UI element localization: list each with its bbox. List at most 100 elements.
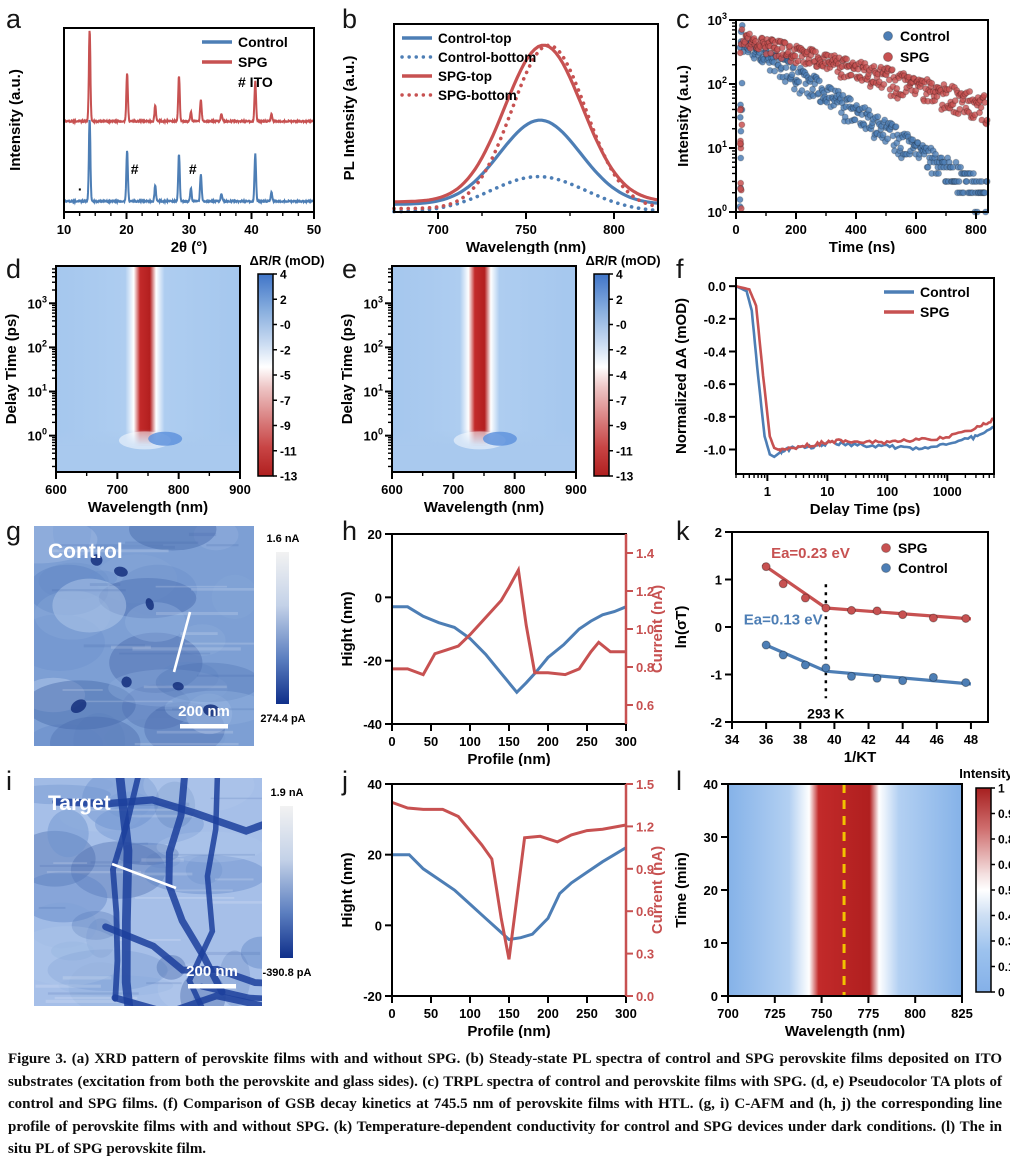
height-profile: [392, 846, 627, 942]
x-axis-label: Wavelength (nm): [785, 1023, 905, 1038]
svg-text:0: 0: [375, 918, 382, 933]
fit-control: [762, 642, 972, 686]
svg-text:-11: -11: [280, 444, 297, 458]
svg-text:38: 38: [793, 732, 807, 747]
svg-text:0.8: 0.8: [636, 660, 654, 675]
svg-text:103: 103: [708, 11, 727, 28]
svg-text:700: 700: [427, 222, 449, 237]
svg-text:42: 42: [861, 732, 875, 747]
legend-label: Control: [920, 284, 970, 300]
colorbar: [975, 787, 992, 993]
svg-text:-5: -5: [280, 369, 291, 383]
svg-text:100: 100: [708, 203, 727, 220]
svg-text:700: 700: [717, 1006, 739, 1021]
panel-k-letter: k: [676, 516, 690, 546]
svg-text:30: 30: [182, 222, 196, 237]
svg-text:-7: -7: [616, 394, 627, 408]
svg-text:300: 300: [615, 734, 637, 749]
legend-note: # ITO: [238, 74, 273, 90]
svg-text:0.6: 0.6: [636, 698, 654, 713]
chart-c-trpl: 0 200 400 600 800 100 101 102 103 Time (ns) Intens…: [675, 11, 991, 254]
svg-text:-2: -2: [280, 343, 291, 357]
y-axis-label: ln(σT): [673, 606, 690, 649]
plot-frame: [735, 277, 995, 475]
scalebar: [188, 984, 236, 989]
kinetics-control: [735, 285, 995, 459]
legend-label: SPG-top: [438, 69, 492, 84]
svg-text:50: 50: [424, 734, 438, 749]
colorbar-max-label: 1.9 nA: [270, 787, 303, 799]
svg-text:103: 103: [364, 294, 383, 311]
x-axis-label: Wavelength (nm): [466, 239, 586, 254]
svg-text:200: 200: [537, 1006, 559, 1021]
svg-text:-13: -13: [280, 470, 298, 484]
plot-frame: [391, 783, 627, 997]
svg-text:200: 200: [537, 734, 559, 749]
chart-e-ta-map: 600 700 800 900 100 101 102 103 Wavelength (nm) D…: [339, 254, 661, 516]
svg-text:2: 2: [715, 525, 722, 540]
panel-k: k 293 K Ea=0.23 eV Ea=0.13 eV 34 36 38 40 42 44 46…: [670, 516, 1010, 766]
svg-text:48: 48: [964, 732, 978, 747]
svg-text:1.2: 1.2: [636, 819, 654, 834]
svg-text:1: 1: [764, 484, 771, 499]
current-profile: [391, 800, 627, 960]
colorbar-min-label: 274.4 pA: [260, 713, 305, 725]
svg-text:-0.4: -0.4: [704, 345, 727, 360]
svg-text:300: 300: [615, 1006, 637, 1021]
svg-text:0: 0: [998, 986, 1005, 1000]
panel-g-letter: g: [6, 516, 22, 546]
svg-text:40: 40: [827, 732, 841, 747]
svg-text:102: 102: [364, 338, 383, 355]
svg-text:34: 34: [725, 732, 740, 747]
legend-label: SPG: [238, 54, 268, 70]
svg-text:-11: -11: [616, 444, 633, 458]
y-axis-left-label: Hight (nm): [339, 592, 356, 667]
svg-text:-40: -40: [363, 717, 382, 732]
scalebar: [180, 724, 228, 729]
x-axis-label: Time (ns): [829, 239, 895, 254]
svg-text:600: 600: [905, 222, 927, 237]
x-axis-label: 1/KT: [844, 749, 877, 766]
svg-text:100: 100: [459, 1006, 481, 1021]
svg-text:4: 4: [616, 268, 623, 282]
svg-text:0.9: 0.9: [998, 807, 1010, 821]
colorbar-title: Intensity: [959, 766, 1010, 781]
svg-text:200: 200: [785, 222, 807, 237]
svg-text:100: 100: [459, 734, 481, 749]
colorbar-min-label: -390.8 pA: [263, 967, 312, 979]
svg-text:40: 40: [368, 777, 382, 792]
panel-e-letter: e: [342, 254, 358, 284]
afm-label: Target: [48, 792, 111, 815]
svg-text:1.2: 1.2: [636, 584, 654, 599]
svg-text:101: 101: [28, 383, 47, 400]
svg-text:·: ·: [78, 181, 83, 197]
svg-text:103: 103: [28, 294, 47, 311]
panel-e: e 600 700 800 900 100 101 102 103 Wavelength (nm)…: [336, 254, 670, 516]
y-axis-label: Normalized ΔA (mOD): [673, 298, 690, 454]
afm-label: Control: [48, 540, 123, 563]
svg-text:0.5: 0.5: [998, 884, 1010, 898]
svg-text:1.5: 1.5: [636, 777, 654, 792]
panel-f: f 1 10 100 1000 0.0 -0.2 -0.4 -0.6 -0.8 -1.0 Delay …: [670, 254, 1010, 516]
vline-label: 293 K: [807, 705, 844, 721]
afm-image: [34, 526, 254, 746]
pl-curve-spg-top: [394, 43, 659, 204]
svg-text:0.9: 0.9: [636, 862, 654, 877]
legend-label: Control-top: [438, 31, 511, 46]
svg-text:0.6: 0.6: [636, 904, 654, 919]
chart-k-conductivity: 293 K Ea=0.23 eV Ea=0.13 eV 34 36 38 40 42 44 46 4…: [673, 525, 989, 766]
panel-a: a # # · 10 20 30 40 50 2θ (°) Intensity (a.u.) Cont…: [0, 4, 336, 254]
panel-l: l 700 725 750 775 800 825 0 10 20 30 40 Wavelength (…: [670, 766, 1010, 1038]
legend-label: Control: [238, 34, 288, 50]
svg-text:#: #: [189, 161, 197, 177]
svg-text:750: 750: [515, 222, 537, 237]
svg-text:2: 2: [616, 293, 623, 307]
svg-text:-2: -2: [710, 715, 722, 730]
svg-text:20: 20: [119, 222, 133, 237]
svg-text:0: 0: [711, 989, 718, 1004]
svg-text:-0.2: -0.2: [704, 312, 726, 327]
svg-text:0.6: 0.6: [998, 858, 1010, 872]
scatter-spg: [736, 25, 991, 213]
svg-text:50: 50: [424, 1006, 438, 1021]
svg-text:100: 100: [28, 427, 47, 444]
